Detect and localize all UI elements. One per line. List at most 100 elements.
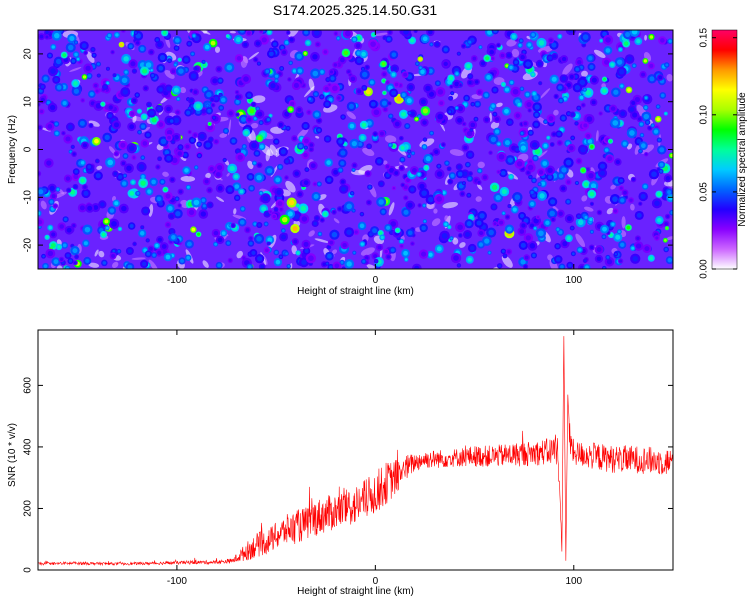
heatmap-cell: [100, 101, 106, 107]
heatmap-cell: [38, 124, 43, 131]
heatmap-cell: [86, 72, 93, 80]
heatmap-cell: [83, 63, 94, 74]
heatmap-cell: [164, 70, 175, 79]
heatmap-cell: [569, 225, 575, 231]
heatmap-cell: [203, 43, 212, 52]
heatmap-cell: [630, 253, 641, 264]
heatmap-cell: [412, 263, 422, 269]
heatmap-cell: [379, 98, 390, 108]
heatmap-cell: [468, 120, 478, 130]
heatmap-cell: [291, 80, 302, 91]
heatmap-cell: [145, 187, 154, 196]
heatmap-cell: [372, 32, 389, 37]
heatmap-cell: [177, 203, 182, 208]
heatmap-cell: [556, 139, 563, 146]
heatmap-cell: [568, 73, 576, 81]
heatmap-cell: [504, 224, 515, 234]
heatmap-cell: [643, 104, 649, 111]
heatmap-cell: [197, 30, 211, 35]
heatmap-cell: [361, 84, 368, 91]
heatmap-cell: [588, 244, 595, 251]
heatmap-cell: [477, 161, 485, 169]
heatmap-cell: [67, 257, 74, 265]
heatmap-cell: [127, 189, 137, 198]
heatmap-cell: [639, 70, 647, 79]
heatmap-cell: [488, 150, 493, 156]
heatmap-cell: [112, 170, 119, 178]
heatmap-cell: [277, 121, 285, 129]
heatmap-cell: [271, 40, 279, 48]
heatmap-cell: [91, 52, 97, 58]
heatmap-cell: [213, 241, 219, 247]
heatmap-cell: [450, 91, 455, 96]
heatmap-cell: [322, 48, 329, 56]
heatmap-cell: [205, 103, 210, 108]
heatmap-cell: [50, 44, 57, 51]
heatmap-cell: [606, 207, 614, 215]
heatmap-cell: [230, 222, 236, 229]
heatmap-cell: [655, 190, 663, 198]
heatmap-cell: [584, 206, 594, 212]
heatmap-cell: [385, 253, 392, 260]
heatmap-cell: [490, 203, 498, 211]
heatmap-cell: [384, 163, 391, 170]
heatmap-cell: [504, 214, 511, 220]
heatmap-cell: [277, 163, 284, 171]
heatmap-cell: [418, 249, 429, 259]
heatmap-cell: [519, 221, 528, 230]
heatmap-cell: [182, 166, 191, 175]
heatmap-cell: [589, 98, 598, 107]
heatmap-cell: [502, 138, 513, 148]
heatmap-cell: [518, 240, 528, 250]
heatmap-cell: [118, 41, 125, 48]
heatmap-cell: [491, 86, 499, 94]
heatmap-cell: [642, 57, 649, 64]
heatmap-cells: [38, 30, 673, 269]
heatmap-cell: [594, 245, 604, 255]
heatmap-cell: [53, 56, 64, 67]
line-x-axis-label: Height of straight line (km): [297, 586, 414, 597]
heatmap-cell: [535, 228, 547, 239]
heatmap-cell: [654, 115, 662, 123]
heatmap-cell: [572, 82, 583, 93]
heatmap-cell: [98, 200, 107, 209]
heatmap-cell: [302, 247, 311, 255]
heatmap-cell: [407, 110, 412, 116]
heatmap-cell: [284, 251, 289, 256]
heatmap-cell: [662, 220, 670, 228]
heatmap-cell: [501, 211, 506, 216]
heatmap-cell: [398, 109, 409, 119]
heatmap-cell: [562, 63, 573, 76]
heatmap-cell: [410, 241, 415, 246]
heatmap-cell: [647, 62, 655, 70]
heatmap-cell: [324, 158, 333, 167]
heatmap-cell: [490, 56, 496, 61]
heatmap-cell: [464, 219, 474, 229]
heatmap-cell: [610, 184, 616, 190]
heatmap-cell: [610, 117, 621, 129]
heatmap-cell: [612, 208, 619, 215]
heatmap-cell: [517, 227, 527, 236]
heatmap-cell: [146, 101, 152, 108]
heatmap-cell: [631, 63, 637, 69]
heatmap-cell: [69, 67, 82, 72]
heatmap-cell: [617, 46, 624, 53]
heatmap-cell: [575, 58, 584, 67]
heatmap-cell: [77, 203, 87, 213]
heatmap-cell: [248, 184, 255, 192]
heatmap-cell: [292, 169, 301, 178]
heatmap-cell: [477, 229, 485, 237]
heatmap-cell: [337, 167, 344, 174]
heatmap-cell: [207, 165, 216, 173]
heatmap-cell: [233, 208, 237, 215]
heatmap-cell: [500, 248, 507, 255]
heatmap-cell: [423, 153, 434, 164]
heatmap-x-tick-label: 100: [565, 275, 582, 286]
heatmap-cell: [308, 146, 315, 153]
heatmap-cell: [658, 168, 664, 174]
heatmap-cell: [39, 83, 46, 90]
heatmap-cell: [379, 208, 387, 216]
heatmap-cell: [288, 36, 296, 44]
heatmap-cell: [141, 247, 149, 254]
heatmap-cell: [429, 42, 434, 47]
